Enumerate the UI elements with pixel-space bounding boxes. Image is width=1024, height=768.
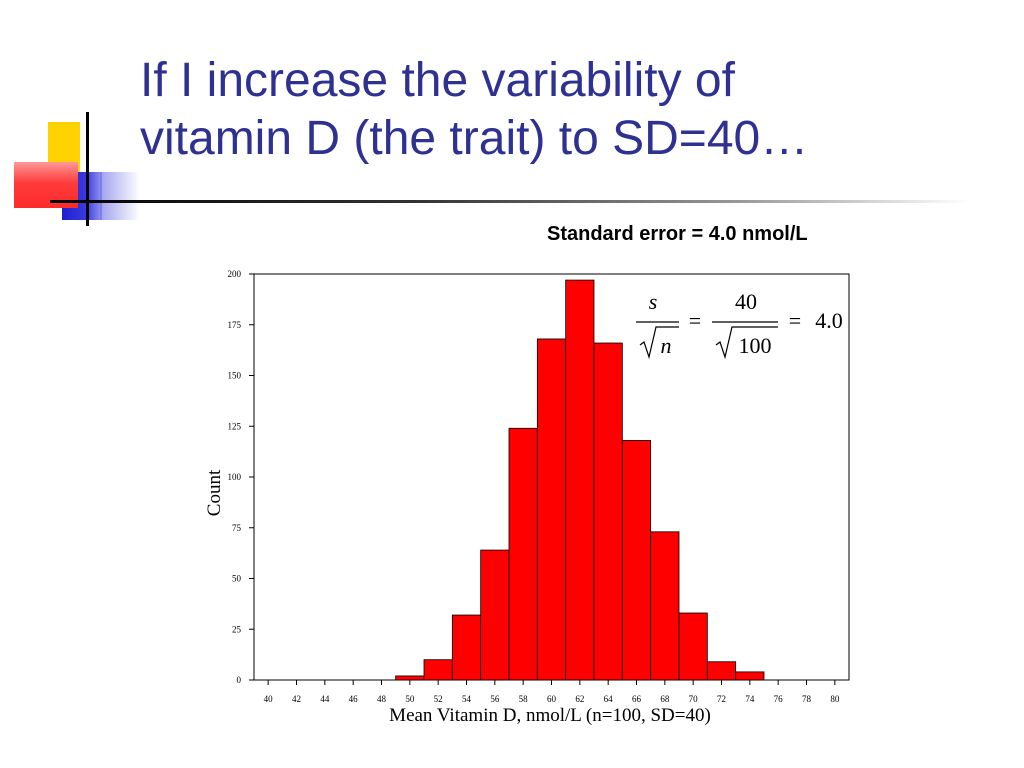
y-tick-label: 75 (232, 523, 242, 533)
deco-blue-fade (100, 172, 140, 220)
histogram-bar-5 (508, 427, 538, 681)
y-tick-label: 100 (228, 472, 242, 482)
x-axis: 40 42 44 46 48 50 52 54 56 58 60 62 64 66 68 70 72 74 76 78… (264, 680, 840, 704)
y-axis: 0 25 50 75 100 125 150 175 200 (228, 269, 254, 685)
x-tick-label: 80 (830, 694, 840, 704)
x-tick-label: 50 (405, 694, 415, 704)
histogram-bar-1 (395, 675, 425, 681)
x-tick-label: 62 (575, 694, 584, 704)
histogram-bar-3 (451, 614, 482, 681)
standard-error-note: Standard error = 4.0 nmol/L (547, 223, 808, 245)
x-tick-label: 56 (490, 694, 500, 704)
x-tick-label: 64 (604, 694, 614, 704)
x-tick-label: 58 (519, 694, 529, 704)
equation-equals-1: = (689, 308, 701, 333)
histogram-bars (395, 279, 765, 681)
x-tick-label: 44 (320, 694, 330, 704)
equation-sqrt-100 (715, 326, 778, 360)
equation-result: 4.0 (815, 308, 843, 333)
y-tick-label: 0 (237, 675, 242, 685)
histogram-chart: 0 25 50 75 100 125 150 175 200 40 42 44 46 48 50 52 54 5… (204, 269, 850, 726)
histogram-bar-12 (706, 661, 737, 681)
y-axis-label: Count (204, 469, 225, 516)
x-tick-label: 68 (660, 694, 670, 704)
histogram-bar-8 (593, 342, 623, 681)
slide-title-line-1: If I increase the variability of (140, 54, 735, 107)
x-axis-label: Mean Vitamin D, nmol/L (n=100, SD=40) (389, 705, 711, 726)
equation-numerator: 40 (735, 289, 757, 314)
histogram-bar-11 (678, 612, 708, 681)
x-tick-label: 70 (689, 694, 699, 704)
x-tick-label: 74 (745, 694, 755, 704)
x-tick-label: 54 (462, 694, 472, 704)
x-tick-label: 72 (717, 694, 726, 704)
y-tick-label: 175 (228, 320, 242, 330)
histogram-bar-7 (565, 279, 595, 681)
histogram-bar-10 (650, 531, 680, 681)
x-tick-label: 42 (292, 694, 301, 704)
slide-title-line-2: vitamin D (the trait) to SD=40… (140, 112, 809, 165)
x-tick-label: 46 (349, 694, 359, 704)
x-tick-label: 66 (632, 694, 642, 704)
equation-denominator: 100 (739, 333, 772, 358)
histogram-bar-4 (480, 549, 510, 681)
equation-equals-2: = (789, 308, 801, 333)
histogram-bar-6 (536, 338, 567, 681)
x-tick-label: 48 (377, 694, 387, 704)
y-tick-label: 150 (228, 371, 242, 381)
y-tick-label: 200 (228, 269, 242, 279)
x-tick-label: 40 (264, 694, 274, 704)
x-tick-label: 52 (434, 694, 443, 704)
histogram-bar-2 (423, 659, 453, 681)
x-tick-label: 76 (774, 694, 784, 704)
slide-title: If I increase the variability of vitamin… (140, 52, 1000, 168)
histogram-bar-13 (735, 671, 765, 681)
equation-n: n (661, 333, 672, 358)
equation-s: s (649, 289, 658, 314)
deco-horizontal-rule (50, 200, 970, 203)
histogram-bar-9 (621, 440, 652, 681)
standard-error-equation: s n = 40 100 = 4.0 (636, 289, 843, 360)
y-tick-label: 125 (228, 421, 242, 431)
x-tick-label: 78 (802, 694, 812, 704)
y-tick-label: 25 (232, 624, 242, 634)
y-tick-label: 50 (232, 574, 242, 584)
equation-sqrt-n (639, 326, 679, 360)
deco-vertical-line (86, 112, 89, 226)
x-tick-label: 60 (547, 694, 557, 704)
